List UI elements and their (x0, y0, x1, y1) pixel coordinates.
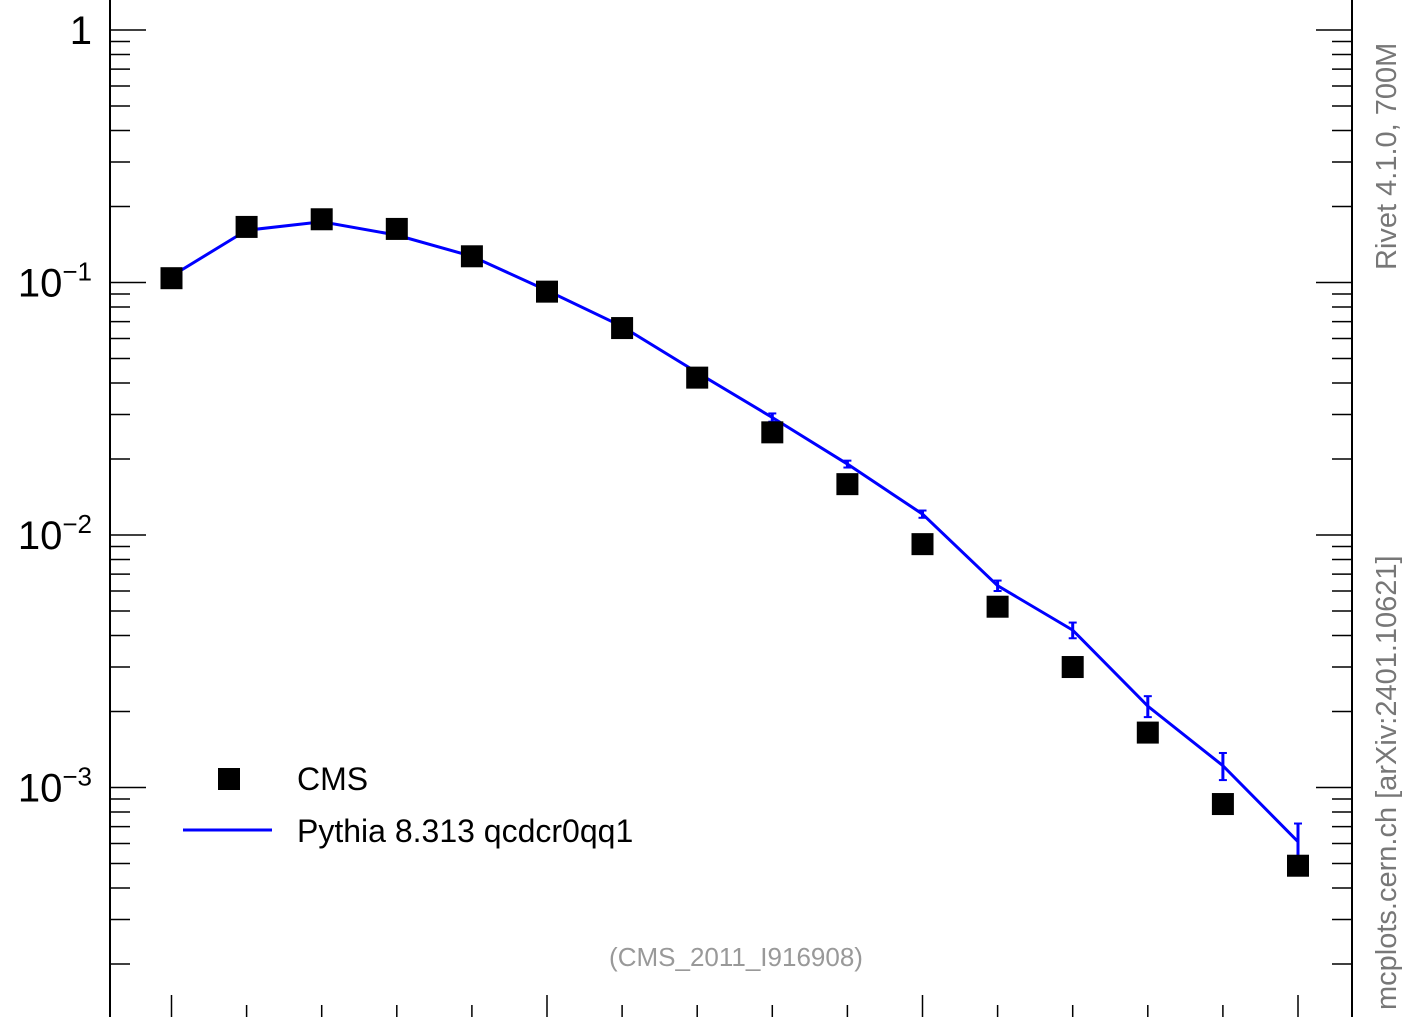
series-pythia (170, 220, 1302, 865)
legend-label-pythia: Pythia 8.313 qcdcr0qq1 (297, 813, 633, 849)
cms-point (536, 280, 558, 303)
cms-point (761, 421, 784, 444)
cms-point (160, 267, 183, 290)
y-axis-ticks (110, 29, 1352, 965)
cms-point (1287, 854, 1309, 877)
legend: CMS Pythia 8.313 qcdcr0qq1 (183, 761, 633, 849)
cms-point (1136, 721, 1159, 744)
y-axis-tick-labels: 1 10−1 10−2 10−3 (18, 9, 92, 811)
y-tick-label: 1 (70, 9, 92, 53)
cms-point (686, 366, 709, 389)
x-axis-ticks (170, 995, 1299, 1017)
legend-marker-cms (218, 768, 240, 790)
y-tick-label: 10−3 (18, 762, 92, 811)
y-tick-label: 10−1 (18, 257, 92, 306)
y-tick-label: 10−2 (18, 509, 92, 558)
side-label-rivet: Rivet 4.1.0, 700M (1371, 43, 1403, 270)
cms-point (235, 215, 258, 238)
cms-point (1211, 793, 1234, 816)
cms-point (460, 245, 483, 268)
legend-label-cms: CMS (297, 761, 368, 797)
cms-point (911, 533, 934, 556)
cms-point (310, 208, 333, 231)
cms-point (1061, 656, 1084, 679)
cms-point (385, 217, 408, 240)
pythia-line (170, 220, 1300, 843)
cms-point (836, 473, 859, 496)
cms-point (611, 317, 634, 340)
cms-point (986, 595, 1009, 618)
series-cms (160, 208, 1309, 877)
side-label-mcplots: mcplots.cern.ch [arXiv:2401.10621] (1371, 555, 1403, 1010)
plot-frame (109, 0, 1353, 1017)
analysis-label: (CMS_2011_I916908) (609, 942, 863, 972)
